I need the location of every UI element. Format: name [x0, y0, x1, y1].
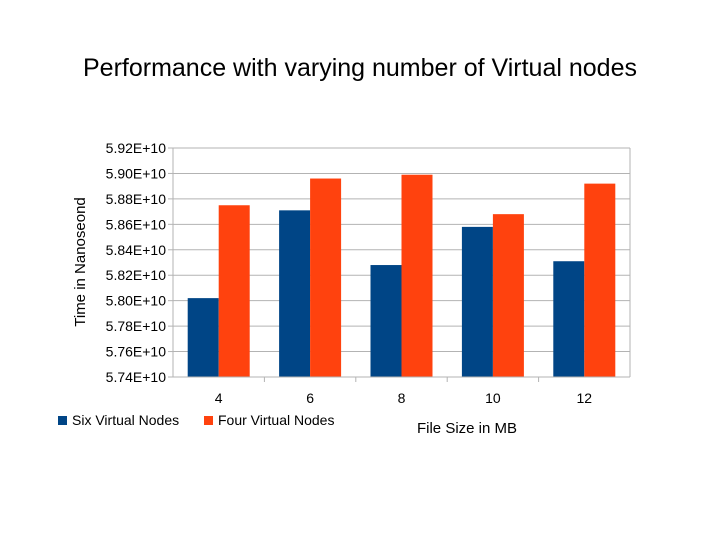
- x-tick-label: 12: [577, 390, 593, 406]
- bar: [279, 210, 311, 377]
- x-tick-label: 10: [485, 390, 501, 406]
- legend-swatch: [58, 416, 67, 425]
- legend-swatch: [204, 416, 213, 425]
- bar: [218, 205, 250, 377]
- bar: [187, 298, 219, 377]
- legend-label: Six Virtual Nodes: [72, 412, 179, 428]
- x-tick-label: 6: [306, 390, 314, 406]
- slide-title: Performance with varying number of Virtu…: [83, 54, 637, 82]
- y-tick-label: 5.88E+10: [106, 191, 167, 207]
- bar: [584, 183, 616, 377]
- y-tick-label: 5.74E+10: [106, 369, 167, 385]
- y-tick-label: 5.86E+10: [106, 216, 167, 232]
- x-axis-label: File Size in MB: [417, 420, 517, 437]
- y-tick-label: 5.82E+10: [106, 267, 167, 283]
- y-tick-label: 5.90E+10: [106, 165, 167, 181]
- y-axis-label: Time in Nanoseond: [72, 197, 89, 327]
- y-tick-label: 5.92E+10: [106, 140, 167, 156]
- legend: Six Virtual Nodes Four Virtual Nodes: [58, 412, 334, 428]
- bars: [187, 174, 616, 377]
- bar: [553, 261, 585, 377]
- y-tick-label: 5.76E+10: [106, 344, 167, 360]
- legend-label: Four Virtual Nodes: [218, 412, 334, 428]
- bar: [492, 214, 524, 377]
- bar: [401, 174, 433, 377]
- bar: [461, 226, 493, 377]
- x-axis-ticks: 4 6 8 10 12: [173, 376, 630, 406]
- y-axis-ticks: 5.74E+10 5.76E+10 5.78E+10 5.80E+10 5.82E+10…: [106, 140, 173, 385]
- x-tick-label: 4: [215, 390, 223, 406]
- y-tick-label: 5.80E+10: [106, 293, 167, 309]
- x-tick-label: 8: [398, 390, 406, 406]
- y-tick-label: 5.78E+10: [106, 318, 167, 334]
- y-tick-label: 5.84E+10: [106, 242, 167, 258]
- bar: [310, 178, 342, 377]
- bar: [370, 265, 402, 377]
